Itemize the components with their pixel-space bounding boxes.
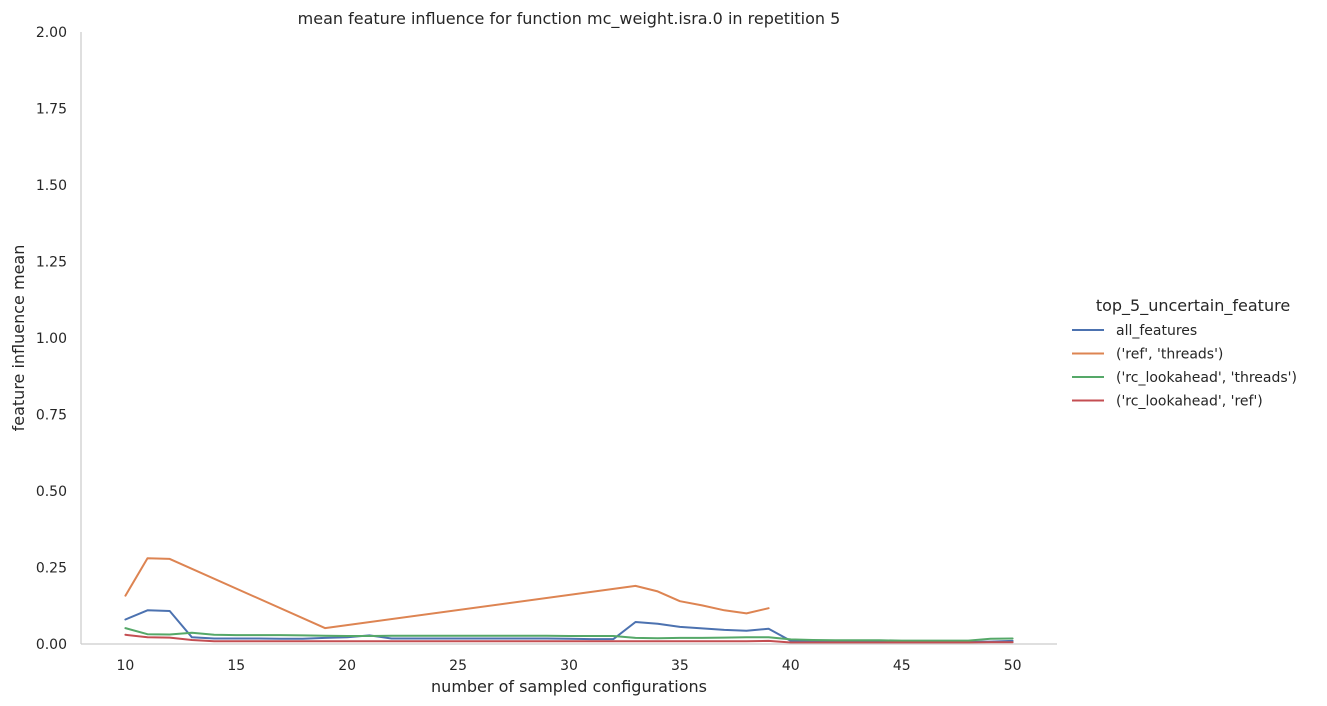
x-tick-label: 20 — [338, 658, 356, 674]
series-line-4 — [124, 633, 1014, 644]
legend-label: all_features — [1116, 323, 1197, 339]
plot-area — [124, 557, 1014, 644]
y-axis-label: feature influence mean — [9, 245, 28, 432]
x-axis: 10 15 20 25 30 35 40 45 50 — [81, 643, 1057, 674]
x-tick-label: 50 — [1004, 658, 1022, 674]
x-tick-label: 35 — [671, 658, 689, 674]
legend-label: ('rc_lookahead', 'threads') — [1116, 370, 1297, 386]
y-tick-label: 0.25 — [36, 561, 67, 577]
x-axis-label: number of sampled configurations — [431, 677, 707, 696]
legend-label: ('rc_lookahead', 'ref') — [1116, 394, 1263, 410]
x-tick-label: 10 — [116, 658, 134, 674]
legend-item: ('rc_lookahead', 'ref') — [1072, 394, 1263, 410]
y-tick-label: 1.25 — [36, 255, 67, 271]
x-tick-label: 40 — [782, 658, 800, 674]
y-tick-label: 0.50 — [36, 484, 67, 500]
x-tick-label: 45 — [893, 658, 911, 674]
x-tick-label: 30 — [560, 658, 578, 674]
y-tick-label: 2.00 — [36, 25, 67, 41]
x-tick-label: 25 — [449, 658, 467, 674]
legend-title: top_5_uncertain_feature — [1096, 296, 1290, 316]
series-line-3 — [124, 627, 1014, 642]
y-tick-label: 0.00 — [36, 637, 67, 653]
y-tick-label: 1.00 — [36, 331, 67, 347]
y-tick-label: 0.75 — [36, 408, 67, 424]
y-tick-label: 1.50 — [36, 178, 67, 194]
chart-title: mean feature influence for function mc_w… — [298, 9, 841, 29]
legend-item: all_features — [1072, 323, 1197, 339]
legend: top_5_uncertain_feature all_features ('re… — [1072, 296, 1297, 410]
y-tick-label: 1.75 — [36, 102, 67, 118]
x-tick-label: 15 — [227, 658, 245, 674]
y-axis: 0.00 0.25 0.50 0.75 1.00 1.25 1.50 1.75 2.00 — [36, 25, 82, 653]
series-line-1 — [124, 609, 1014, 643]
legend-item: ('rc_lookahead', 'threads') — [1072, 370, 1297, 386]
series-line-2 — [124, 557, 770, 630]
legend-item: ('ref', 'threads') — [1072, 347, 1223, 363]
legend-label: ('ref', 'threads') — [1116, 347, 1223, 363]
